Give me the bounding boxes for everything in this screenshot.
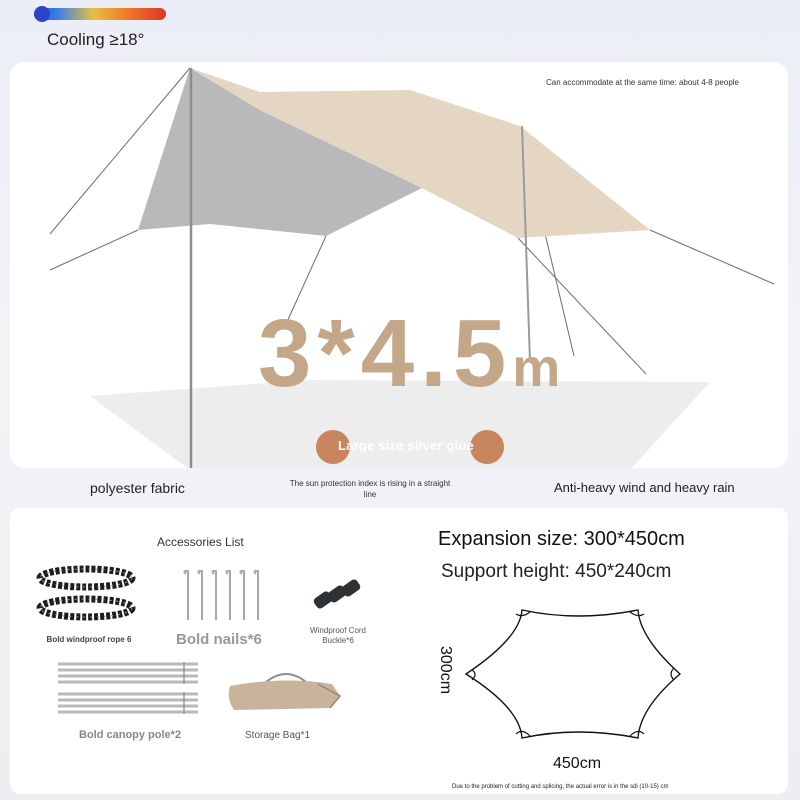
ground-shadow bbox=[90, 380, 710, 468]
canopy-top-fabric bbox=[190, 68, 650, 238]
glue-label: Large size silver glue bbox=[338, 438, 474, 453]
bag-label: Storage Bag*1 bbox=[245, 730, 311, 741]
size-headline: 3*4.5m bbox=[258, 306, 560, 402]
nails-label: Bold nails*6 bbox=[176, 631, 262, 648]
cooling-gradient-bar bbox=[34, 8, 166, 20]
pole-icon bbox=[58, 662, 198, 714]
accessories-title: Accessories List bbox=[157, 535, 244, 549]
glue-dot-right bbox=[470, 430, 504, 464]
guy-rope-right-far bbox=[649, 229, 775, 285]
pole-label: Bold canopy pole*2 bbox=[79, 729, 182, 741]
cooling-label: Cooling ≥18° bbox=[47, 30, 145, 49]
expansion-size: Expansion size: 300*450cm bbox=[438, 528, 685, 550]
size-unit: m bbox=[512, 338, 561, 398]
support-height: Support height: 450*240cm bbox=[441, 561, 672, 582]
canopy-hero-card bbox=[10, 62, 788, 468]
feature-sun-protection: The sun protection index is rising in a … bbox=[289, 479, 451, 499]
dimension-side: 300cm bbox=[437, 646, 454, 695]
rope-label: Bold windproof rope 6 bbox=[46, 635, 132, 644]
size-number: 3*4.5 bbox=[258, 300, 513, 407]
rope-icon bbox=[36, 565, 136, 621]
bag-icon bbox=[228, 673, 342, 710]
thermometer-bulb-icon bbox=[34, 6, 50, 22]
guy-rope-right-front bbox=[517, 237, 647, 375]
buckle-label: Windproof Cord Buckle*6 bbox=[309, 626, 367, 645]
guy-rope-front bbox=[285, 235, 327, 325]
guy-rope-left-top bbox=[49, 67, 191, 235]
canopy-underside-silver bbox=[138, 68, 422, 236]
tarp-outline-diagram bbox=[464, 609, 682, 739]
capacity-note: Can accommodate at the same time: about … bbox=[546, 78, 739, 87]
dimension-bottom: 450cm bbox=[553, 755, 602, 772]
feature-fabric: polyester fabric bbox=[90, 480, 185, 496]
error-note: Due to the problem of cutting and splici… bbox=[452, 784, 669, 790]
canopy-pole-right bbox=[521, 125, 531, 363]
feature-wind-rain: Anti-heavy wind and heavy rain bbox=[554, 480, 735, 495]
nail-icon bbox=[183, 569, 259, 620]
buckle-icon bbox=[313, 579, 361, 609]
guy-rope-left-low bbox=[49, 229, 139, 271]
glue-dot-left bbox=[316, 430, 350, 464]
canopy-illustration bbox=[49, 67, 775, 468]
